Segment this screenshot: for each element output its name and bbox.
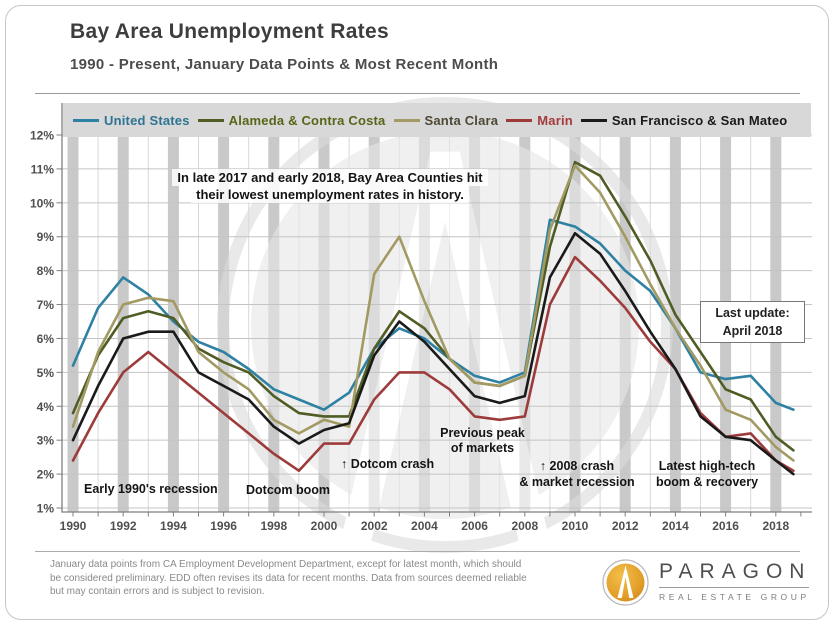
last-update-date: April 2018 <box>722 324 783 338</box>
annotation-2008-crash-line2: & market recession <box>519 475 635 489</box>
year-band <box>167 136 179 512</box>
paragon-logo-icon <box>602 559 649 606</box>
x-axis-tick-label: 2016 <box>712 519 739 533</box>
footer-divider <box>35 551 800 552</box>
legend-item-san-francisco-san-mateo: San Francisco & San Mateo <box>580 112 788 128</box>
y-axis-tick-label: 1% <box>37 502 55 516</box>
annotation-hightech-boom-line2: boom & recovery <box>655 475 759 489</box>
x-axis-tick-label: 2004 <box>411 519 438 533</box>
y-axis-tick-label: 4% <box>37 400 55 414</box>
footer-disclaimer-line3: but may contain errors and is subject to… <box>50 586 265 597</box>
x-axis-tick-label: 1998 <box>260 519 287 533</box>
y-axis-tick-label: 12% <box>30 129 54 143</box>
series-line-santa-clara <box>71 164 795 462</box>
legend-line-sample <box>506 118 533 122</box>
legend-item-santa-clara: Santa Clara <box>393 112 499 128</box>
annotation-hightech-boom-line1: Latest high-tech <box>658 459 756 473</box>
y-axis-tick-label: 10% <box>30 196 54 210</box>
y-axis-tick-label: 6% <box>37 332 55 346</box>
legend-label: Santa Clara <box>424 112 499 128</box>
x-axis-tick-label: 1992 <box>110 519 137 533</box>
top-divider <box>35 93 800 94</box>
y-axis-tick-label: 5% <box>37 366 55 380</box>
annotation-previous-peak-line1: Previous peak <box>440 426 525 440</box>
y-axis-tick-label: 2% <box>37 468 55 482</box>
annotation-dotcom-boom: Dotcom boom <box>246 483 331 497</box>
y-axis-tick-label: 7% <box>37 298 55 312</box>
x-axis-tick-label: 2012 <box>612 519 639 533</box>
x-axis-tick-label: 2018 <box>762 519 789 533</box>
annotation-history-note-line1: In late 2017 and early 2018, Bay Area Co… <box>172 169 488 186</box>
legend-label: San Francisco & San Mateo <box>611 112 788 128</box>
annotation-history-note: In late 2017 and early 2018, Bay Area Co… <box>129 169 531 203</box>
y-axis-tick-label: 9% <box>37 230 55 244</box>
x-axis-tick-label: 2010 <box>562 519 589 533</box>
legend-item-alameda-contra-costa: Alameda & Contra Costa <box>197 112 386 128</box>
y-axis-tick-label: 3% <box>37 434 55 448</box>
y-axis-tick-label: 8% <box>37 264 55 278</box>
annotation-early-90s-recession: Early 1990's recession <box>84 482 218 496</box>
x-axis-tick-label: 1996 <box>210 519 237 533</box>
x-axis-tick-label: 2006 <box>461 519 488 533</box>
page-subtitle: 1990 - Present, January Data Points & Mo… <box>70 56 499 73</box>
logo-name: PARAGON <box>659 560 812 583</box>
paragon-watermark-icon <box>217 97 673 553</box>
y-axis-tick-label: 11% <box>31 162 55 176</box>
year-band <box>67 136 79 512</box>
legend-label: Marin <box>537 112 573 128</box>
x-axis-tick-label: 2002 <box>361 519 388 533</box>
footer-disclaimer: January data points from CA Employment D… <box>50 558 595 599</box>
logo-divider <box>659 587 809 588</box>
annotation-2008-crash-line1: ↑ 2008 crash <box>539 459 615 473</box>
logo-tagline: REAL ESTATE GROUP <box>659 592 810 602</box>
footer-disclaimer-line1: January data points from CA Employment D… <box>50 559 522 570</box>
legend-line-sample <box>393 118 420 122</box>
x-axis-tick-label: 1990 <box>60 519 87 533</box>
annotation-dotcom-crash: ↑ Dotcom crash <box>341 457 435 471</box>
series-line-san-francisco-san-mateo <box>71 232 795 476</box>
legend-label: Alameda & Contra Costa <box>228 112 386 128</box>
last-update-box: Last update: April 2018 <box>700 301 805 343</box>
annotation-2008-crash: ↑ 2008 crash & market recession <box>508 458 646 490</box>
footer-disclaimer-line2: be considered preliminary. EDD often rev… <box>50 572 527 584</box>
lambda-icon <box>617 565 634 598</box>
legend-item-united-states: United States <box>73 113 190 128</box>
year-band <box>669 136 681 512</box>
x-axis-tick-label: 2014 <box>662 519 689 533</box>
annotation-hightech-boom: Latest high-tech boom & recovery <box>640 458 774 490</box>
annotation-previous-peak-line2: of markets <box>450 441 515 455</box>
page-title: Bay Area Unemployment Rates <box>70 20 389 43</box>
legend-item-marin: Marin <box>506 113 573 128</box>
x-axis-tick-label: 2008 <box>511 519 538 533</box>
legend-line-sample <box>197 118 224 122</box>
chart-legend: United States Alameda & Contra Costa Santa… <box>63 103 811 137</box>
legend-label: United States <box>104 112 190 128</box>
year-band <box>117 136 129 512</box>
annotation-history-note-line2: their lowest unemployment rates in histo… <box>191 186 469 203</box>
annotation-previous-peak: Previous peak of markets <box>420 426 545 456</box>
legend-line-sample <box>580 118 607 122</box>
legend-line-sample <box>73 118 99 122</box>
last-update-label: Last update: <box>715 306 790 320</box>
x-axis-tick-label: 2000 <box>311 519 338 533</box>
x-axis-tick-label: 1994 <box>160 519 187 533</box>
